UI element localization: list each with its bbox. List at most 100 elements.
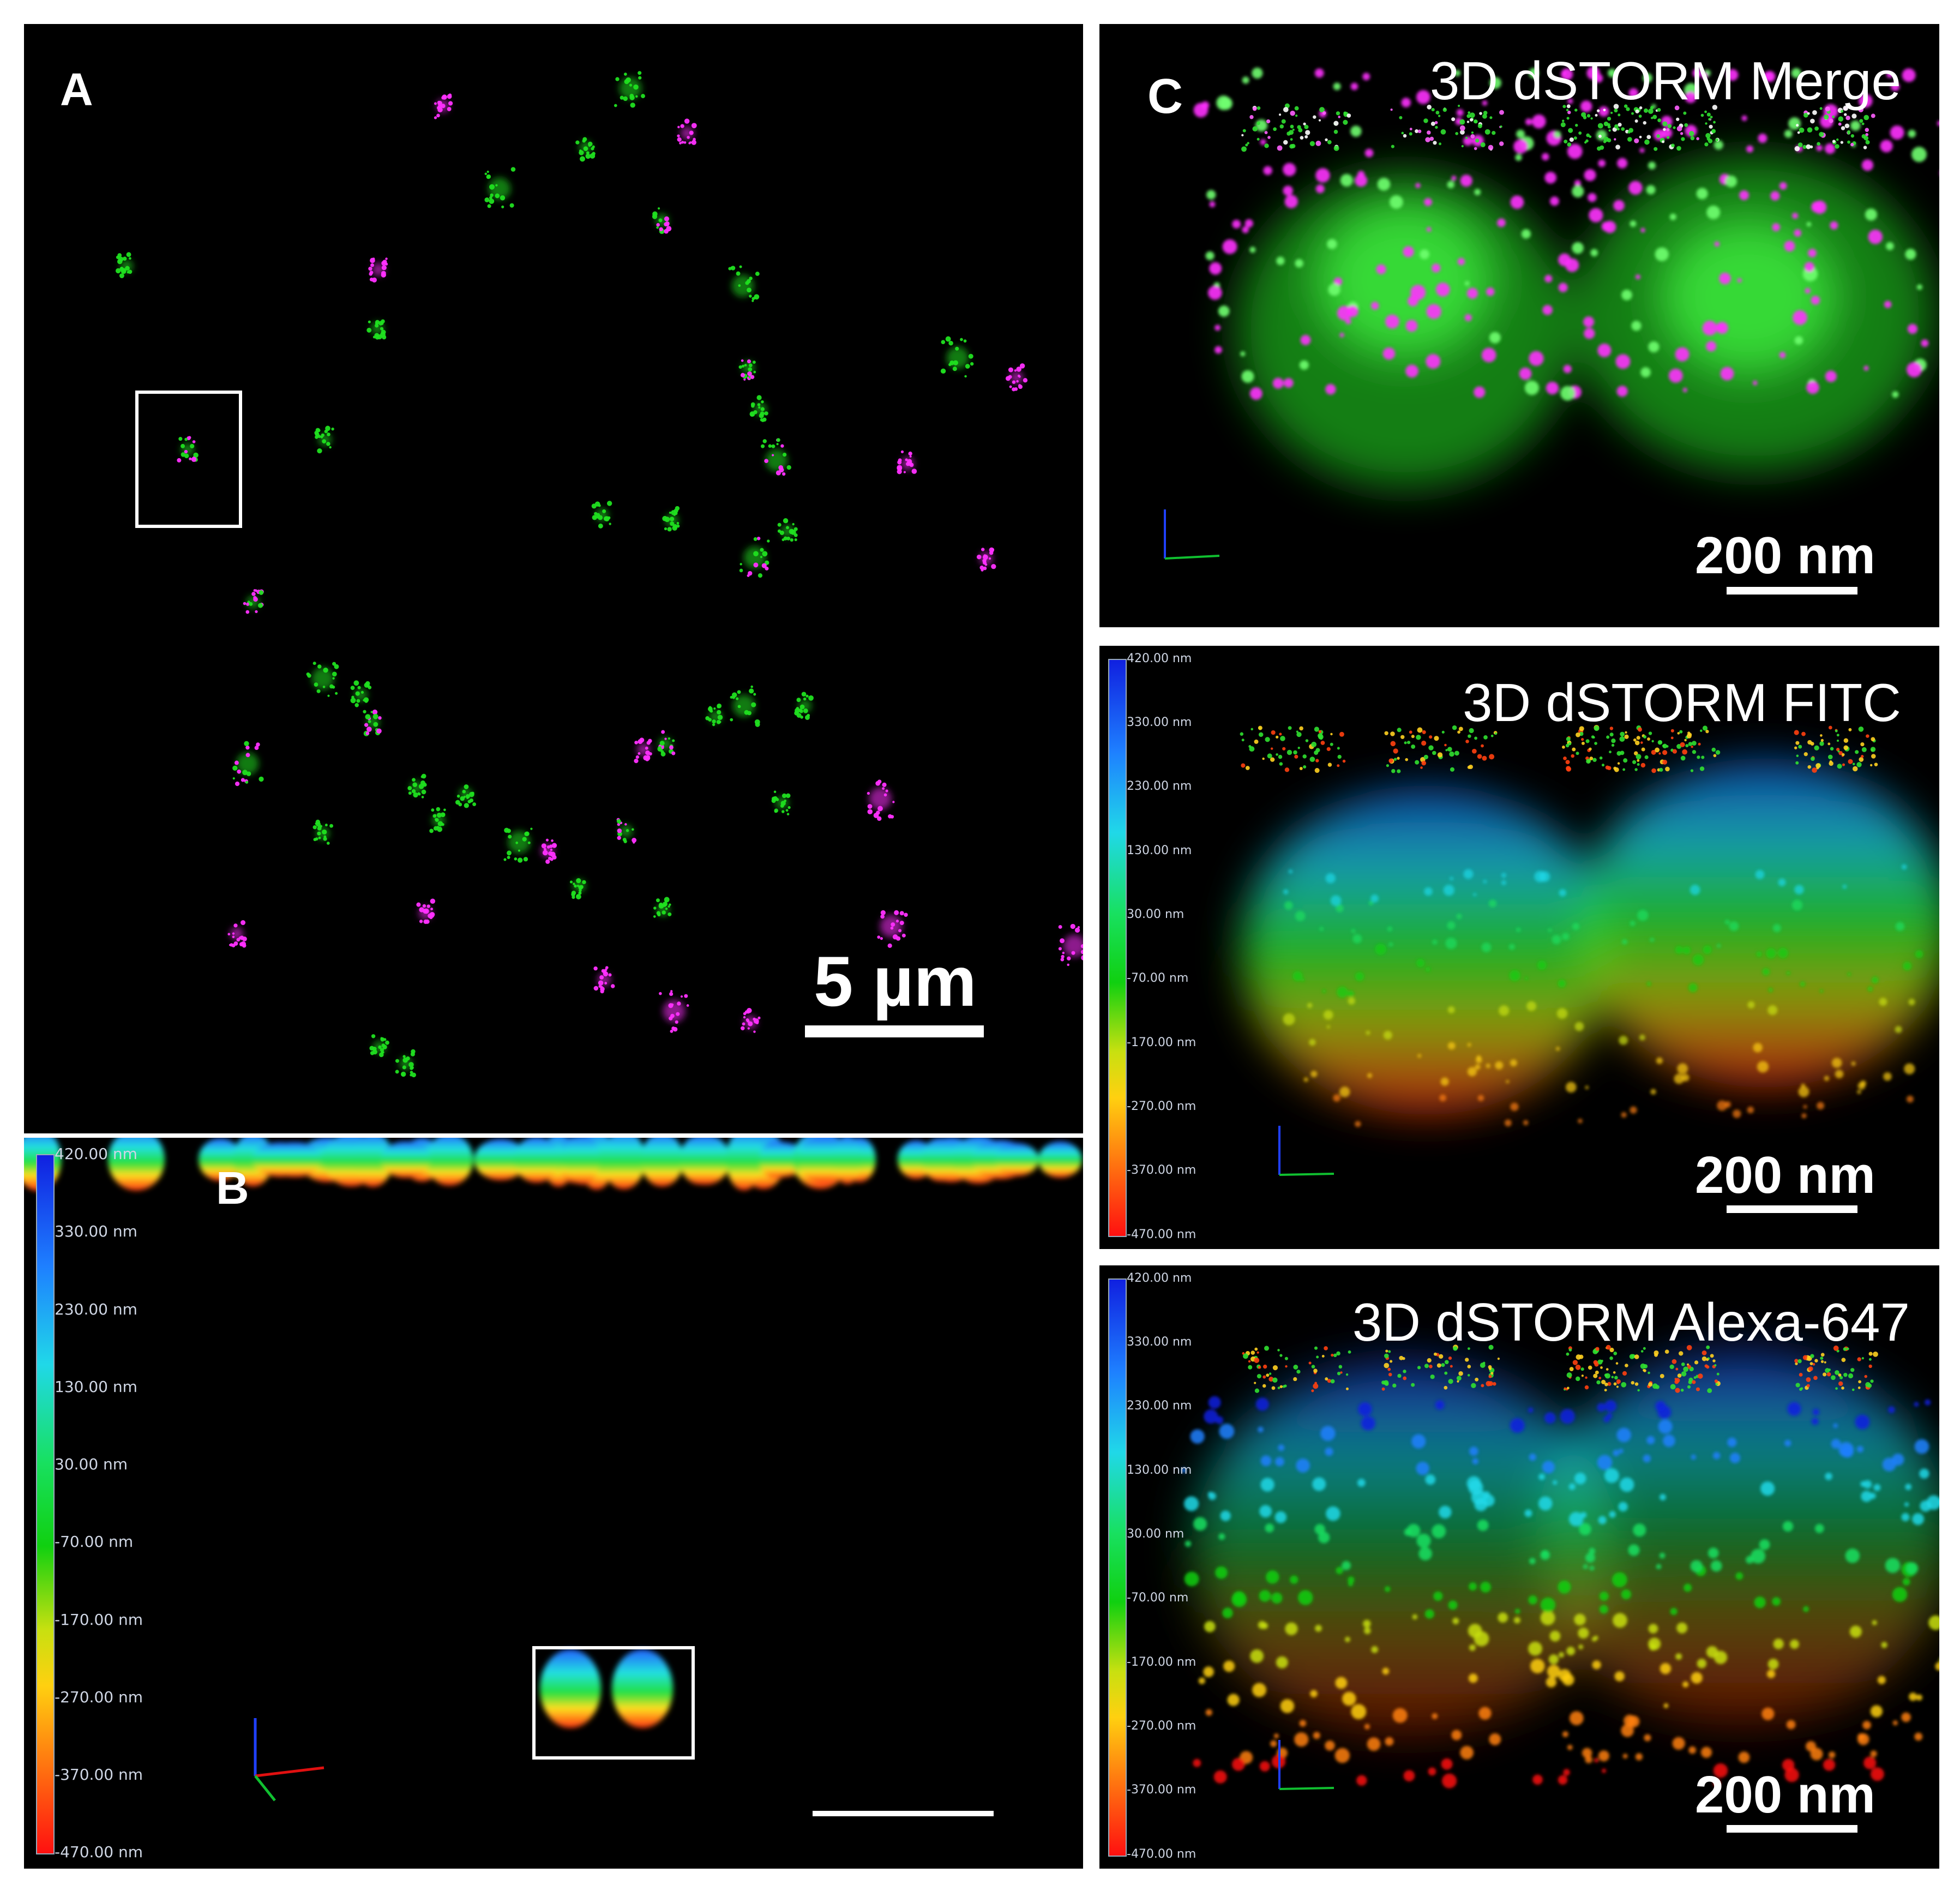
localization-point — [1342, 759, 1346, 763]
localization-point — [1270, 747, 1273, 750]
localization-point — [598, 515, 603, 520]
localization-point — [1794, 730, 1799, 735]
localization-point — [1432, 751, 1436, 755]
localization-point — [314, 682, 318, 687]
localization-point — [1417, 1054, 1422, 1058]
localization-point — [381, 265, 387, 271]
localization-point — [1294, 754, 1298, 759]
localization-point — [323, 667, 328, 673]
localization-point — [1580, 1367, 1584, 1371]
localization-point — [790, 538, 793, 542]
localization-point — [594, 512, 598, 515]
localization-point — [1680, 742, 1685, 747]
localization-point — [1339, 1086, 1350, 1097]
localization-point — [767, 539, 770, 543]
localization-point — [322, 829, 327, 835]
localization-point — [782, 472, 786, 476]
localization-point — [740, 1026, 745, 1031]
localization-point — [257, 603, 263, 608]
localization-point — [753, 410, 757, 415]
localization-point — [1352, 934, 1362, 944]
localization-point — [1662, 750, 1668, 755]
localization-point — [1058, 925, 1062, 929]
localization-point — [740, 373, 745, 377]
localization-point — [324, 824, 328, 827]
localization-point — [1416, 90, 1430, 104]
localization-point — [1315, 184, 1325, 194]
localization-point — [1597, 1455, 1613, 1470]
localization-point — [1674, 1378, 1677, 1380]
localization-point — [1421, 760, 1427, 766]
localization-point — [1597, 123, 1603, 129]
localization-point — [441, 823, 444, 826]
localization-point — [1784, 1767, 1799, 1782]
localization-point — [412, 778, 416, 782]
localization-point — [1272, 1365, 1278, 1371]
localization-point — [1562, 105, 1566, 109]
localization-point — [1681, 1371, 1687, 1377]
localization-point — [803, 697, 807, 701]
localization-point — [420, 775, 424, 778]
localization-point — [653, 907, 657, 910]
localization-point — [1867, 986, 1873, 992]
localization-point — [1801, 1083, 1806, 1088]
localization-point — [756, 395, 762, 400]
localization-point — [941, 340, 946, 345]
panel-c-alexa: 420.00 nm 330.00 nm 230.00 nm 130.00 nm 30.0… — [1099, 1265, 1939, 1869]
localization-point — [624, 823, 627, 826]
colorbar-tick-label: 230.00 nm — [1127, 1399, 1192, 1413]
localization-point — [1071, 951, 1075, 955]
localization-point — [1227, 1694, 1240, 1706]
localization-point — [1338, 116, 1340, 118]
localization-point — [421, 789, 426, 795]
localization-point — [1613, 1382, 1617, 1386]
localization-point — [1510, 195, 1524, 209]
localization-point — [1568, 1483, 1576, 1490]
localization-point — [1632, 760, 1637, 764]
localization-point — [1268, 1377, 1274, 1382]
localization-point — [983, 554, 987, 557]
localization-point — [1797, 131, 1800, 134]
colorbar-tick-label: -270.00 nm — [55, 1688, 143, 1706]
localization-point — [253, 589, 256, 592]
localization-point — [1427, 104, 1432, 110]
localization-point — [1662, 743, 1668, 749]
localization-point — [749, 277, 753, 280]
localization-point — [1634, 119, 1638, 123]
localization-point — [1590, 249, 1598, 257]
localization-point — [1696, 137, 1699, 141]
localization-point — [1597, 1359, 1603, 1365]
localization-point — [1286, 131, 1291, 136]
localization-point — [804, 715, 810, 720]
localization-point — [1296, 730, 1298, 733]
localization-point — [1397, 1373, 1402, 1378]
localization-point — [1665, 766, 1670, 772]
localization-point — [1320, 741, 1325, 745]
localization-point — [1447, 921, 1456, 930]
localization-point — [177, 458, 182, 463]
localization-point — [1417, 129, 1422, 134]
localization-point — [774, 808, 779, 813]
localization-point — [1607, 123, 1610, 127]
localization-point — [1669, 213, 1676, 220]
localization-point — [1401, 98, 1411, 107]
localization-point — [1656, 1564, 1662, 1570]
localization-point — [1801, 731, 1806, 736]
localization-point — [761, 444, 765, 448]
localization-point — [1606, 735, 1610, 739]
localization-point — [1382, 1667, 1390, 1675]
localization-point — [1829, 118, 1833, 123]
localization-point — [1445, 938, 1457, 949]
localization-point — [880, 910, 886, 916]
localization-point — [1594, 742, 1597, 745]
localization-point — [1576, 752, 1579, 755]
axis-triad-icon — [1164, 509, 1220, 560]
localization-point — [748, 367, 753, 372]
localization-point — [891, 922, 895, 927]
localization-point — [786, 536, 791, 541]
localization-point — [184, 437, 188, 441]
localization-point — [634, 758, 639, 764]
localization-point — [1820, 1356, 1824, 1360]
localization-point — [118, 256, 124, 262]
localization-point — [638, 76, 642, 80]
